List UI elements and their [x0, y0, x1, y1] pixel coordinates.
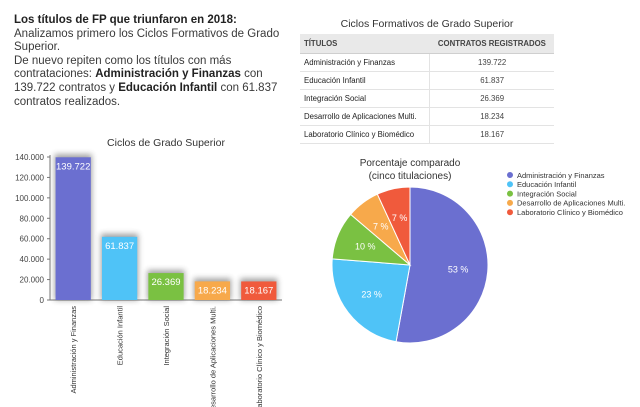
column-header-titles: TÍTULOS: [300, 34, 430, 54]
bar-value-label: 26.369: [151, 277, 180, 288]
intro-line-1: Analizamos primero los Ciclos Formativos…: [14, 27, 280, 54]
y-tick-label: 0: [40, 296, 45, 305]
bar-value-label: 18.234: [198, 285, 227, 296]
y-tick-label: 40.000: [20, 255, 45, 264]
highlight-admin: Administración y Finanzas: [95, 68, 241, 81]
legend-label: Integración Social: [517, 189, 577, 198]
bar: [101, 236, 138, 300]
intro-line-2: De nuevo repiten como los títulos con má…: [14, 54, 232, 81]
y-tick-label: 20.000: [20, 276, 45, 285]
bar-value-label: 139.722: [56, 161, 90, 172]
legend-marker: [507, 190, 513, 197]
row-value: 26.369: [429, 89, 554, 108]
legend-marker: [507, 172, 513, 178]
row-title: Desarrollo de Aplicaciones Multi.: [300, 107, 430, 126]
bar: [55, 157, 91, 300]
row-value: 18.234: [429, 107, 554, 126]
row-title: Educación Infantil: [300, 71, 430, 90]
y-tick-label: 100.000: [15, 194, 44, 203]
row-title: Integración Social: [300, 89, 430, 108]
category-label: Administración y Finanzas: [69, 306, 78, 394]
bar-chart: Ciclos de Grado Superior 0 20.000 40.000 60.…: [15, 137, 282, 407]
pie-percent-label: 23 %: [361, 290, 382, 300]
legend-label: Desarrollo de Aplicaciones Multi.: [517, 199, 625, 208]
legend-marker: [507, 209, 513, 216]
row-value: 61.837: [429, 71, 554, 90]
pie-title: Porcentaje comparado: [360, 158, 461, 169]
legend-label: Administración y Finanzas: [517, 171, 605, 180]
category-label: Educación Infantil: [116, 306, 125, 366]
row-title: Administración y Finanzas: [300, 53, 430, 72]
bar-chart-title: Ciclos de Grado Superior: [107, 137, 225, 149]
intro-heading: Los títulos de FP que triunfaron en 2018…: [14, 14, 237, 26]
legend-marker: [507, 199, 513, 206]
table-row: Administración y Finanzas 139.722: [300, 53, 554, 72]
table-row: Desarrollo de Aplicaciones Multi. 18.234: [300, 107, 554, 126]
bar: [194, 281, 231, 300]
highlight-infantil: Educación Infantil: [118, 81, 218, 94]
pie-subtitle: (cinco titulaciones): [369, 171, 452, 182]
intro-text: Los títulos de FP que triunfaron en 2018…: [14, 14, 284, 109]
table-header-row: TÍTULOS CONTRATOS REGISTRADOS: [300, 34, 554, 54]
pie-chart: Porcentaje comparado (cinco titulaciones)…: [331, 158, 625, 344]
pie-slice: [331, 258, 411, 343]
legend-marker: [507, 181, 513, 188]
pie-percent-label: 10 %: [355, 242, 376, 252]
category-label: Laboratorio Clínico y Biomédico: [255, 306, 264, 407]
table-title: Ciclos Formativos de Grado Superior: [340, 18, 514, 30]
legend-label: Laboratorio Clínico y Biomédico: [517, 208, 623, 217]
row-value: 139.722: [429, 53, 554, 72]
summary-table: TÍTULOS CONTRATOS REGISTRADOS Administra…: [300, 34, 554, 144]
pie-slice: [376, 186, 411, 266]
table-row: Integración Social 26.369: [300, 89, 554, 108]
legend-label: Educación Infantil: [517, 180, 577, 189]
table-row: Laboratorio Clínico y Biomédico 18.167: [300, 125, 554, 144]
row-title: Laboratorio Clínico y Biomédico: [300, 125, 430, 144]
y-tick-label: 60.000: [20, 235, 45, 244]
pie-slice: [395, 186, 489, 344]
bar: [241, 281, 277, 300]
intro-connector-2: con 61.837 contratos realizados.: [14, 81, 278, 108]
category-label: Desarrollo de Aplicaciones Multi.: [208, 306, 217, 407]
bar: [148, 273, 184, 300]
y-tick-label: 140.000: [15, 153, 44, 162]
row-value: 18.167: [429, 125, 554, 144]
y-tick-label: 120.000: [15, 173, 44, 182]
pie-percent-label: 7 %: [392, 213, 408, 223]
pie-percent-label: 53 %: [448, 264, 469, 274]
pie-percent-label: 7 %: [373, 221, 389, 231]
bar-value-label: 61.837: [105, 241, 134, 252]
table-row: Educación Infantil 61.837: [300, 71, 554, 90]
column-header-contracts: CONTRATOS REGISTRADOS: [429, 34, 554, 54]
category-label: Integración Social: [162, 306, 171, 366]
y-tick-label: 80.000: [20, 214, 45, 223]
bar-value-label: 18.167: [244, 285, 273, 296]
intro-connector-1: con 139.722 contratos y: [14, 68, 263, 94]
